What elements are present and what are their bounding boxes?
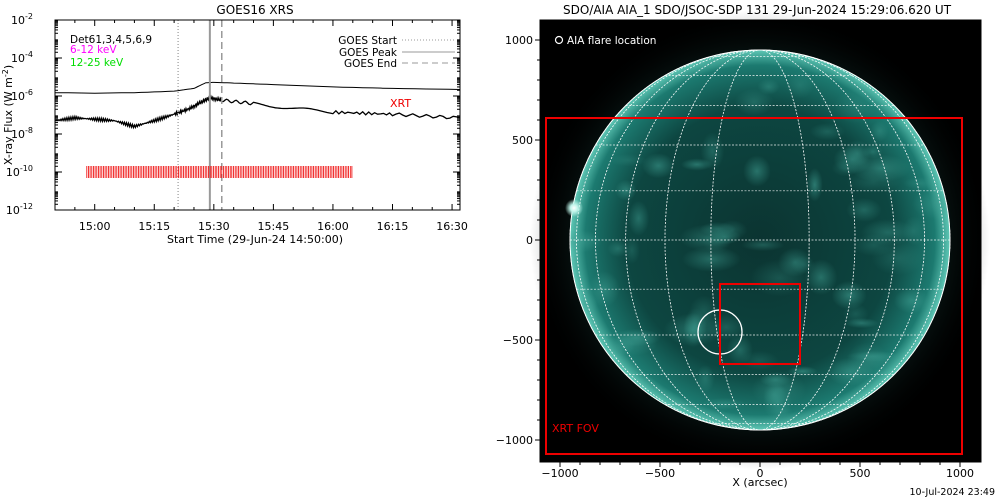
sun-surface-patch (902, 216, 926, 246)
xrt-observation-ticks (86, 166, 353, 178)
goes-y-axis-label-close: ) (2, 65, 15, 69)
goes-xrs-plot: GOES16 XRS 15:00 15:15 15:30 15:45 16:00 16:1… (1, 3, 468, 246)
aia-y-tick-label: 1000 (505, 34, 533, 47)
legend-goes-start: GOES Start (338, 35, 397, 47)
goes-y-tick-label: 10-8 (11, 126, 33, 141)
goes-y-tick-label: 10-4 (11, 50, 33, 65)
aia-x-tick-label: −500 (645, 467, 675, 480)
goes-series-line-2 (54, 94, 461, 130)
sun-surface-patch (871, 241, 925, 276)
sun-surface-patch (611, 336, 635, 356)
sun-surface-patch (831, 280, 867, 310)
goes-series-line-1 (55, 81, 461, 94)
goes-x-tick-label: 15:30 (198, 220, 230, 233)
aia-x-axis: −1000 −500 0 500 1000 (541, 462, 974, 480)
aia-legend-text: AIA flare location (567, 35, 656, 47)
sun-surface-patch (706, 314, 746, 341)
aia-y-tick-label: 500 (512, 134, 533, 147)
sun-surface-patch (903, 177, 938, 190)
sun-limb (569, 49, 951, 431)
aia-title: SDO/AIA AIA_1 SDO/JSOC-SDP 131 29-Jun-20… (563, 3, 952, 17)
goes-y-tick-label: 10-12 (6, 202, 33, 217)
aia-y-tick-label: −500 (503, 334, 533, 347)
sun-surface-patch (695, 364, 715, 393)
sun-surface-patch (834, 88, 876, 124)
goes-y-tick-label: 10-10 (6, 164, 33, 179)
sun-surface-patch (743, 155, 771, 187)
goes-x-tick-label: 16:15 (377, 220, 409, 233)
goes-y-tick-label: 10-2 (11, 12, 33, 27)
detector-label: Det61,3,4,5,6,9 (70, 34, 152, 46)
aia-x-tick-label: −1000 (541, 467, 578, 480)
sun-surface-patch (806, 168, 823, 202)
sun-surface-patch (628, 200, 650, 236)
limb-bright-spot (565, 199, 583, 217)
sun-surface-patch (804, 259, 838, 296)
sun-surface-patch (615, 179, 637, 201)
goes-legend: GOES Start GOES Peak GOES End (338, 35, 455, 70)
sun-surface-patch (751, 371, 807, 408)
goes-plot-frame (54, 19, 461, 211)
sun-surface-patch (860, 219, 916, 246)
sun-surface-patch (870, 121, 889, 142)
sun-surface-patch (681, 158, 713, 171)
sun-surface-patch (846, 342, 889, 380)
aia-y-tick-label: −1000 (496, 434, 533, 447)
aia-y-axis: 1000 500 0 −500 −1000 (496, 34, 540, 447)
goes-x-tick-label: 15:45 (258, 220, 290, 233)
aia-y-tick-label: 0 (526, 234, 533, 247)
sun-surface-patch (607, 240, 629, 257)
goes-y-tick-label: 10-6 (11, 88, 33, 103)
sun-surface-patch (623, 236, 640, 265)
goes-title: GOES16 XRS (216, 3, 293, 17)
legend-goes-end: GOES End (344, 58, 397, 70)
sun-surface-patch (609, 153, 647, 167)
sun-surface-patch (785, 72, 815, 99)
sun-surface-patch (699, 221, 736, 237)
band-12-25-label: 12-25 keV (70, 57, 124, 69)
sun-disk-group (530, 10, 990, 470)
goes-y-axis-label-main: X-ray Flux (W m (2, 77, 15, 165)
sun-surface-patch (846, 198, 882, 222)
sun-surface-patch (701, 397, 747, 411)
xrt-fov-box (545, 117, 963, 455)
sun-surface-patch (912, 188, 950, 220)
sun-surface-patch (588, 271, 620, 308)
sun-surface-patch (741, 238, 785, 252)
aia-x-axis-label: X (arcsec) (732, 476, 787, 489)
sun-surface-patch (734, 88, 774, 116)
footer-timestamp: 10-Jul-2024 23:49 (909, 487, 995, 498)
aia-x-tick-label: 1000 (946, 467, 974, 480)
xrt-fov-boxes (545, 117, 963, 455)
aia-legend: AIA flare location (554, 35, 656, 47)
goes-x-tick-label: 16:00 (317, 220, 349, 233)
band-6-12-label: 6-12 keV (70, 44, 117, 56)
sun-surface-patch (570, 229, 602, 253)
sun-surface-patch (846, 170, 901, 193)
aia-image-plot: SDO/AIA AIA_1 SDO/JSOC-SDP 131 29-Jun-20… (496, 3, 990, 489)
sun-surface-texture (570, 50, 950, 421)
aia-x-tick-label: 0 (757, 467, 764, 480)
goes-x-tick-label: 15:15 (138, 220, 170, 233)
goes-x-axis-label: Start Time (29-Jun-24 14:50:00) (167, 233, 343, 246)
aia-legend-circle-icon (554, 35, 564, 45)
xrt-label: XRT (390, 97, 411, 110)
goes-y-axis: 10-2 10-4 10-6 10-8 10-10 10-12 (6, 12, 460, 217)
goes-y-axis-label-sup: -2 (1, 69, 10, 77)
goes-x-tick-label: 16:30 (436, 220, 468, 233)
aia-x-tick-label: 500 (850, 467, 871, 480)
xrt-fov-label: XRT FOV (552, 422, 599, 435)
xrt-sub-fov-box (719, 283, 801, 365)
goes-y-axis-label: X-ray Flux (W m-2) (1, 65, 15, 165)
goes-x-axis: 15:00 15:15 15:30 15:45 16:00 16:15 16:30 (54, 20, 468, 233)
sun-surface-patch (893, 288, 930, 314)
sun-surface-patch (862, 144, 883, 159)
sun-surface-patch (726, 334, 753, 366)
goes-event-lines (177, 20, 223, 210)
sun-surface-patch (642, 153, 675, 179)
sun-surface-patch (831, 159, 859, 177)
legend-goes-peak: GOES Peak (339, 47, 398, 59)
goes-x-tick-label: 15:00 (79, 220, 111, 233)
